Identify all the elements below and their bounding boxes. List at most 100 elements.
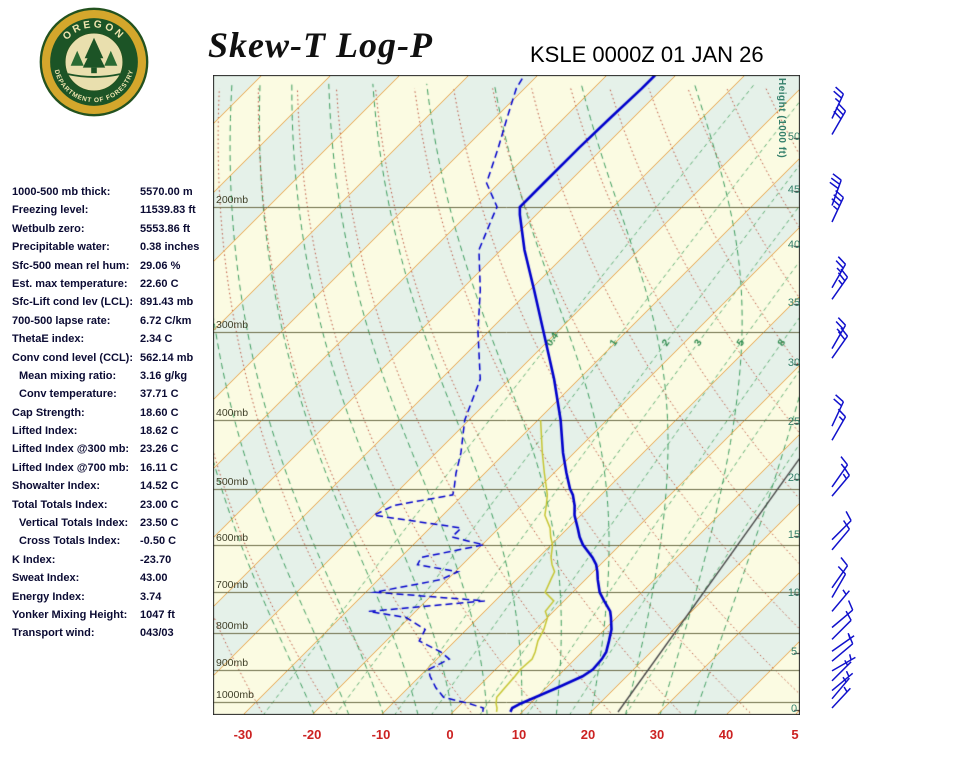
wind-barb [831, 86, 845, 119]
index-value: -23.70 [140, 553, 172, 566]
index-row: Cross Totals Index: -0.50 C [12, 532, 217, 550]
temp-axis-label: 5 [791, 727, 799, 742]
index-label: Cap Strength: [12, 406, 85, 419]
index-row: Sfc-500 mean rel hum: 29.06 % [12, 257, 217, 275]
index-label: Sweat Index: [12, 572, 80, 585]
index-value: 6.72 C/km [140, 314, 192, 327]
index-row: Cap Strength: 18.60 C [12, 404, 217, 422]
index-label: Conv temperature: [19, 388, 117, 401]
index-label: 1000-500 mb thick: [12, 186, 111, 198]
pressure-axis-label: 300mb [216, 318, 249, 331]
wind-barb [831, 610, 852, 640]
index-row: Est. max temperature: 22.60 C [12, 275, 217, 293]
index-value: 3.74 [140, 590, 162, 603]
index-row: Lifted Index: 18.62 C [12, 422, 217, 440]
skewt-canvas [213, 75, 800, 715]
indices-panel: 1000-500 mb thick: 5570.00 m Freezing leve… [12, 183, 217, 643]
temp-axis-label: -30 [233, 727, 253, 742]
index-label: Total Totals Index: [12, 498, 108, 511]
index-value: 18.60 C [140, 406, 179, 419]
pressure-axis-label: 200mb [216, 194, 249, 206]
index-label: Lifted Index @700 mb: [12, 461, 130, 474]
temp-axis-label: -20 [302, 727, 322, 742]
index-value: 0.38 inches [140, 241, 200, 254]
index-label: ThetaE index: [12, 333, 85, 346]
wind-barb [831, 466, 851, 497]
temp-axis-label: -10 [371, 727, 391, 742]
pressure-axis-label: 900mb [216, 656, 249, 669]
index-value: 2.34 C [140, 333, 173, 346]
wind-barb-column [829, 86, 856, 709]
index-row: 1000-500 mb thick: 5570.00 m [12, 183, 217, 201]
pressure-axis-label: 600mb [216, 531, 249, 544]
index-row: 700-500 lapse rate: 6.72 C/km [12, 312, 217, 330]
pressure-axis-label: 500mb [216, 475, 249, 488]
station-time-label: KSLE 0000Z 01 JAN 26 [530, 42, 764, 67]
odf-logo-graphic: OREGON DEPARTMENT OF FORESTRY [39, 7, 149, 117]
index-value: 37.71 C [140, 388, 179, 401]
wind-barb [831, 268, 849, 300]
index-row: Conv temperature: 37.71 C [12, 385, 217, 403]
wind-barb [831, 190, 845, 223]
wind-barb [831, 589, 850, 612]
index-row: Showalter Index: 14.52 C [12, 477, 217, 495]
temp-axis-label: 30 [649, 727, 665, 742]
temp-axis-label: 20 [580, 727, 596, 742]
index-row: Mean mixing ratio: 3.16 g/kg [12, 367, 217, 385]
wind-barb [831, 520, 851, 551]
wind-barb [831, 102, 847, 135]
index-label: Est. max temperature: [12, 277, 128, 290]
height-axis-title: Height (1000 ft) [776, 78, 787, 159]
index-label: Lifted Index: [12, 425, 78, 438]
wind-barb [831, 654, 856, 672]
wind-barb [831, 408, 847, 441]
wind-barb [831, 676, 850, 700]
index-value: 1047 ft [140, 608, 175, 621]
index-value: 3.16 g/kg [140, 369, 188, 382]
index-label: Sfc-Lift cond lev (LCL): [12, 296, 133, 309]
index-label: Yonker Mixing Height: [12, 608, 128, 621]
index-value: 22.60 C [140, 277, 179, 290]
index-row: Total Totals Index: 23.00 C [12, 496, 217, 514]
index-row: Lifted Index @300 mb: 23.26 C [12, 440, 217, 458]
index-row: Sfc-Lift cond lev (LCL): 891.43 mb [12, 293, 217, 311]
wind-barb [831, 633, 854, 662]
index-label: Sfc-500 mean rel hum: [12, 259, 130, 272]
index-row: Vertical Totals Index: 23.50 C [12, 514, 217, 532]
wind-barb [829, 173, 842, 206]
index-label: Wetbulb zero: [12, 222, 85, 235]
index-value: 29.06 % [140, 259, 181, 272]
wind-barb [831, 659, 852, 682]
page-title: Skew-T Log-P [208, 25, 433, 65]
index-value: 5553.86 ft [140, 222, 191, 235]
wind-barb [831, 256, 847, 289]
pressure-axis-label: 1000mb [216, 688, 254, 701]
trees-icon [67, 37, 121, 78]
index-row: ThetaE index: 2.34 C [12, 330, 217, 348]
index-label: K Index: [12, 553, 56, 566]
wind-barb [831, 327, 849, 359]
index-row: Transport wind: 043/03 [12, 624, 217, 642]
index-label: Precipitable water: [12, 241, 110, 254]
temp-axis-label: 0 [446, 727, 454, 742]
wind-barb [831, 565, 847, 598]
index-label: Energy Index: [12, 590, 85, 603]
index-label: Transport wind: [12, 627, 95, 640]
index-row: Conv cond level (CCL): 562.14 mb [12, 349, 217, 367]
wind-barb [831, 600, 854, 629]
index-row: Yonker Mixing Height: 1047 ft [12, 606, 217, 624]
index-value: 16.11 C [140, 461, 178, 474]
wind-barb [831, 670, 854, 692]
index-label: Vertical Totals Index: [19, 517, 129, 530]
index-value: 23.00 C [140, 498, 179, 511]
pressure-axis-label: 400mb [216, 407, 249, 420]
index-value: 562.14 mb [140, 351, 194, 364]
temp-axis: -30 -20 -10 0 10 20 30 40 5 [213, 727, 853, 747]
wind-barb [831, 511, 852, 541]
index-value: -0.50 C [140, 535, 177, 548]
wind-barb [831, 456, 849, 488]
odf-logo: OREGON DEPARTMENT OF FORESTRY [38, 6, 150, 118]
wind-barb [831, 686, 851, 709]
index-value: 43.00 [140, 572, 168, 585]
index-row: Freezing level: 11539.83 ft [12, 201, 217, 219]
